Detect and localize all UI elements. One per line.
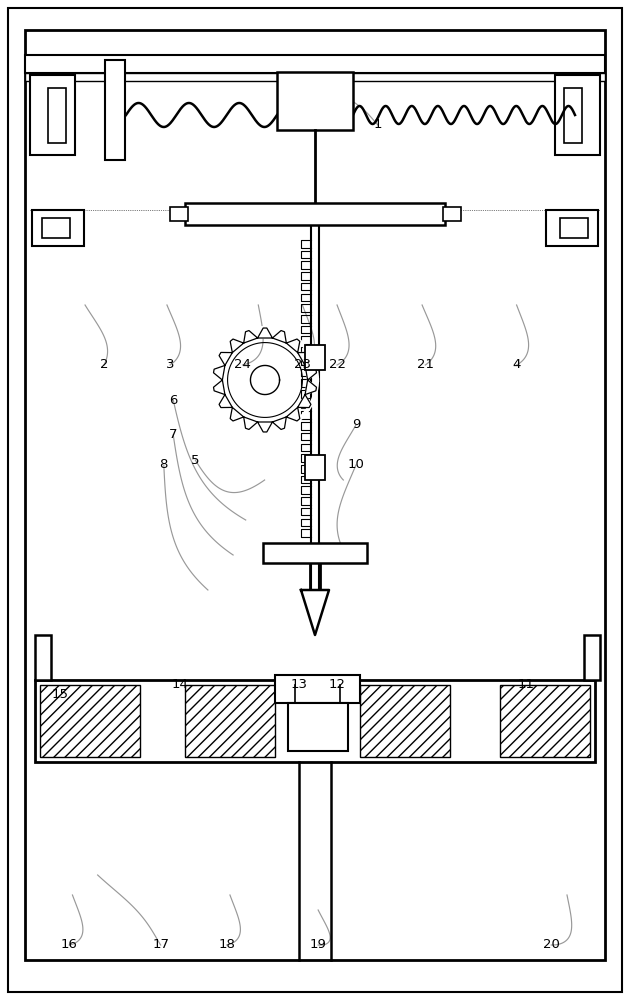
Polygon shape xyxy=(272,331,286,343)
Bar xyxy=(305,455,325,480)
Bar xyxy=(185,685,275,757)
Text: 16: 16 xyxy=(61,938,77,952)
Text: 20: 20 xyxy=(543,938,559,952)
Text: 22: 22 xyxy=(329,359,345,371)
Bar xyxy=(584,635,600,680)
Polygon shape xyxy=(297,395,311,408)
Polygon shape xyxy=(305,380,316,395)
Polygon shape xyxy=(286,339,300,353)
Bar xyxy=(25,55,605,73)
Polygon shape xyxy=(230,339,244,353)
Bar xyxy=(35,680,595,762)
Bar xyxy=(185,203,445,225)
Text: 9: 9 xyxy=(352,418,360,432)
Polygon shape xyxy=(230,407,244,421)
Bar xyxy=(40,685,140,757)
Text: 12: 12 xyxy=(329,678,345,692)
Bar xyxy=(275,675,360,703)
Text: 24: 24 xyxy=(234,359,251,371)
Polygon shape xyxy=(258,422,272,432)
Text: 7: 7 xyxy=(169,428,178,442)
Text: 17: 17 xyxy=(152,938,169,952)
Bar xyxy=(288,703,348,751)
Bar xyxy=(546,210,598,246)
Polygon shape xyxy=(286,407,300,421)
Text: 13: 13 xyxy=(291,678,307,692)
Bar xyxy=(500,685,590,757)
Bar xyxy=(305,345,325,370)
Text: 19: 19 xyxy=(310,938,326,952)
Bar xyxy=(30,75,75,155)
Text: 23: 23 xyxy=(294,359,311,371)
Bar xyxy=(555,75,600,155)
Polygon shape xyxy=(214,380,225,395)
Polygon shape xyxy=(244,417,258,429)
Text: 15: 15 xyxy=(52,688,68,702)
Bar xyxy=(35,635,51,680)
Polygon shape xyxy=(258,328,272,338)
Text: 18: 18 xyxy=(219,938,235,952)
Polygon shape xyxy=(272,417,286,429)
Bar xyxy=(42,218,70,238)
Polygon shape xyxy=(219,395,232,408)
Polygon shape xyxy=(301,590,329,635)
Text: 3: 3 xyxy=(166,359,175,371)
Bar xyxy=(25,73,605,81)
Polygon shape xyxy=(219,352,232,365)
Text: 6: 6 xyxy=(169,393,178,406)
Bar xyxy=(48,88,66,143)
Bar xyxy=(560,218,588,238)
Text: 8: 8 xyxy=(159,458,168,472)
Text: 10: 10 xyxy=(348,458,364,472)
Bar xyxy=(105,60,125,160)
Text: 2: 2 xyxy=(100,359,108,371)
Text: 4: 4 xyxy=(512,359,521,371)
Bar xyxy=(263,543,367,563)
Bar xyxy=(170,207,188,221)
Text: 21: 21 xyxy=(417,359,433,371)
Polygon shape xyxy=(297,352,311,365)
Bar xyxy=(443,207,461,221)
Polygon shape xyxy=(305,365,316,380)
Bar xyxy=(32,210,84,246)
Bar xyxy=(277,72,353,130)
Polygon shape xyxy=(244,331,258,343)
Text: 1: 1 xyxy=(374,118,382,131)
Bar xyxy=(360,685,450,757)
Text: 5: 5 xyxy=(191,454,200,466)
Text: 11: 11 xyxy=(518,678,534,692)
Bar xyxy=(564,88,582,143)
Text: 14: 14 xyxy=(171,678,188,692)
Polygon shape xyxy=(214,365,225,380)
